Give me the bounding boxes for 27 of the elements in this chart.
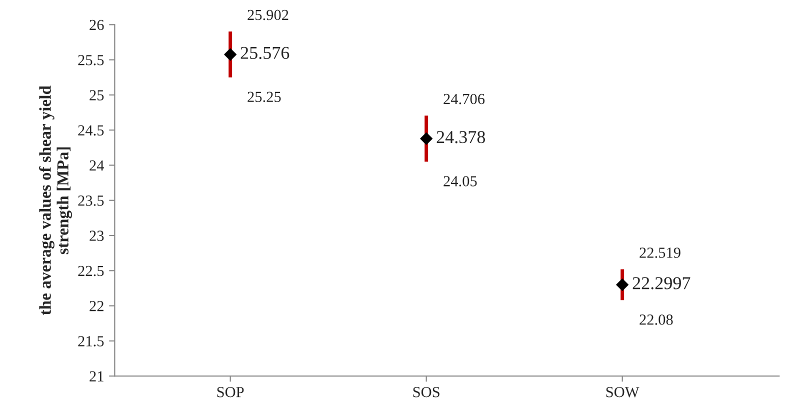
x-tick-label: SOP [217,386,244,398]
y-tick-label: 23 [90,230,104,241]
y-tick-label: 26 [90,20,104,30]
y-tick-label: 21.5 [78,336,104,346]
annotation: 25.902 [248,10,288,20]
x-tick-label: SOS [413,386,440,398]
x-tick-label: SOW [606,386,640,398]
y-axis-title: the average values of shear yield strength [MPa] [39,86,72,315]
y-tick-label: 21 [90,371,104,382]
annotation: 24.706 [444,94,485,104]
data-label: 24.378 [436,130,486,144]
annotation: 24.05 [444,176,477,186]
annotation: 25.25 [248,92,281,102]
annotation: 22.519 [640,248,680,258]
point [224,48,237,61]
y-tick-label: 23.5 [78,196,104,206]
point [420,132,433,145]
annotation: 22.08 [640,314,673,325]
y-tick-label: 25.5 [78,54,104,66]
data-label: 22.2997 [632,277,690,290]
y-tick-label: 24 [90,160,104,171]
point [616,278,629,291]
y-tick-label: 24.5 [78,125,104,136]
y-tick-label: 22 [90,300,104,312]
y-tick-label: 22.5 [78,266,104,276]
data-label: 25.576 [240,46,290,60]
y-tick-label: 25 [90,90,104,100]
